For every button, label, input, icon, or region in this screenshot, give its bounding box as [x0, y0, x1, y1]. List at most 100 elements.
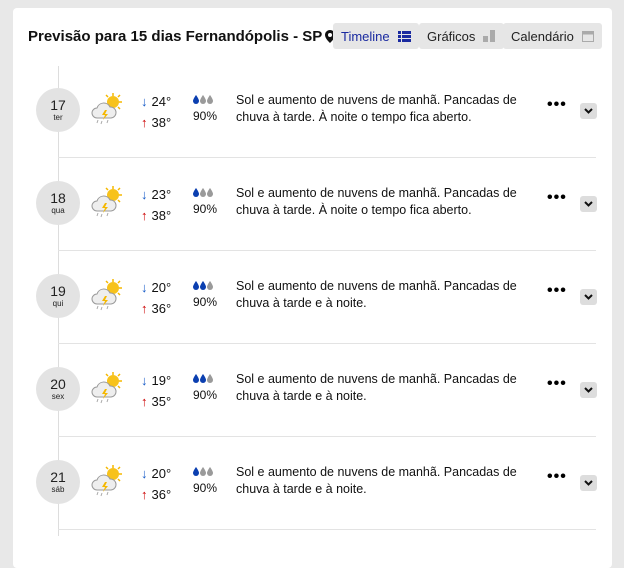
- day-row[interactable]: 20 sex ↓ 19° ↑ 35° 90% Sol e aumento de nuve…: [13, 344, 612, 437]
- rain-info: 90%: [193, 279, 217, 309]
- raindrop-icon: [193, 280, 199, 290]
- page-title: Previsão para 15 dias Fernandópolis - SP: [28, 28, 336, 45]
- more-options-icon[interactable]: •••: [547, 282, 567, 299]
- row-divider: [58, 157, 596, 158]
- chevron-down-icon: [584, 294, 593, 300]
- raindrop-icon: [200, 94, 206, 104]
- min-temp: 24°: [151, 94, 172, 109]
- more-options-icon[interactable]: •••: [547, 468, 567, 485]
- weekday: sáb: [51, 485, 65, 494]
- expand-button[interactable]: [580, 382, 597, 398]
- forecast-text: Sol e aumento de nuvens de manhã. Pancad…: [236, 93, 517, 124]
- rain-level: [193, 279, 217, 291]
- arrow-up-icon: ↑: [141, 208, 148, 223]
- raindrop-icon: [207, 94, 213, 104]
- chevron-down-icon: [584, 108, 593, 114]
- weekday: qua: [51, 206, 65, 215]
- date-badge: 20 sex: [36, 367, 80, 411]
- raindrop-icon: [200, 280, 206, 290]
- arrow-down-icon: ↓: [141, 187, 148, 202]
- weekday: ter: [53, 113, 63, 122]
- rain-percent: 90%: [193, 109, 218, 123]
- day-row[interactable]: 19 qui ↓ 20° ↑ 36° 90% Sol e aumento de nuve…: [13, 251, 612, 344]
- day-number: 17: [50, 97, 66, 113]
- raindrop-icon: [193, 466, 199, 476]
- bar-chart-icon: [483, 30, 496, 42]
- raindrop-icon: [200, 187, 206, 197]
- raindrop-icon: [207, 466, 213, 476]
- tab-graficos[interactable]: Gráficos: [419, 23, 505, 49]
- row-divider: [58, 529, 596, 530]
- temperatures: ↓ 24° ↑ 38°: [141, 91, 171, 133]
- weekday: qui: [52, 299, 64, 308]
- calendar-icon: [581, 31, 594, 42]
- rain-percent: 90%: [193, 295, 218, 309]
- raindrop-icon: [193, 373, 199, 383]
- chevron-down-icon: [584, 480, 593, 486]
- expand-button[interactable]: [580, 475, 597, 491]
- raindrop-icon: [207, 187, 213, 197]
- temperatures: ↓ 20° ↑ 36°: [141, 277, 171, 319]
- expand-button[interactable]: [580, 196, 597, 212]
- rain-info: 90%: [193, 372, 217, 402]
- arrow-up-icon: ↑: [141, 487, 148, 502]
- sun-cloud-storm-icon: [91, 278, 125, 317]
- day-row[interactable]: 18 qua ↓ 23° ↑ 38° 90% Sol e aumento de nuve…: [13, 158, 612, 251]
- rain-level: [193, 186, 217, 198]
- date-badge: 17 ter: [36, 88, 80, 132]
- arrow-down-icon: ↓: [141, 94, 148, 109]
- rain-info: 90%: [193, 465, 217, 495]
- min-temp: 23°: [151, 187, 172, 202]
- tab-timeline[interactable]: Timeline: [333, 23, 419, 49]
- list-icon: [397, 30, 411, 42]
- day-row[interactable]: 17 ter ↓ 24° ↑ 38° 90% Sol e aumento de nuve…: [13, 65, 612, 158]
- max-temp: 36°: [151, 301, 172, 316]
- arrow-up-icon: ↑: [141, 301, 148, 316]
- chevron-down-icon: [584, 201, 593, 207]
- raindrop-icon: [200, 373, 206, 383]
- raindrop-icon: [193, 187, 199, 197]
- day-row[interactable]: 21 sáb ↓ 20° ↑ 36° 90% Sol e aumento de nuve…: [13, 437, 612, 530]
- rain-percent: 90%: [193, 388, 218, 402]
- forecast-text: Sol e aumento de nuvens de manhã. Pancad…: [236, 465, 517, 496]
- min-temp: 19°: [151, 373, 172, 388]
- max-temp: 36°: [151, 487, 172, 502]
- rain-info: 90%: [193, 93, 217, 123]
- row-divider: [58, 250, 596, 251]
- expand-button[interactable]: [580, 103, 597, 119]
- more-options-icon[interactable]: •••: [547, 96, 567, 113]
- day-number: 19: [50, 283, 66, 299]
- rain-level: [193, 93, 217, 105]
- row-divider: [58, 436, 596, 437]
- max-temp: 38°: [151, 115, 172, 130]
- date-badge: 18 qua: [36, 181, 80, 225]
- raindrop-icon: [193, 94, 199, 104]
- date-badge: 19 qui: [36, 274, 80, 318]
- tab-label: Timeline: [341, 28, 390, 44]
- sun-cloud-storm-icon: [91, 92, 125, 131]
- temperatures: ↓ 19° ↑ 35°: [141, 370, 171, 412]
- day-number: 20: [50, 376, 66, 392]
- rain-level: [193, 465, 217, 477]
- tab-label: Calendário: [511, 28, 574, 44]
- min-temp: 20°: [151, 280, 172, 295]
- forecast-text: Sol e aumento de nuvens de manhã. Pancad…: [236, 372, 517, 403]
- arrow-down-icon: ↓: [141, 373, 148, 388]
- raindrop-icon: [200, 466, 206, 476]
- more-options-icon[interactable]: •••: [547, 375, 567, 392]
- forecast-card: Previsão para 15 dias Fernandópolis - SP…: [13, 8, 612, 568]
- rain-percent: 90%: [193, 202, 218, 216]
- sun-cloud-storm-icon: [91, 185, 125, 224]
- raindrop-icon: [207, 373, 213, 383]
- weekday: sex: [51, 392, 65, 401]
- sun-cloud-storm-icon: [91, 464, 125, 503]
- forecast-text: Sol e aumento de nuvens de manhã. Pancad…: [236, 279, 517, 310]
- location-pin-icon: [325, 30, 336, 43]
- date-badge: 21 sáb: [36, 460, 80, 504]
- tab-calendario[interactable]: Calendário: [503, 23, 602, 49]
- arrow-up-icon: ↑: [141, 394, 148, 409]
- expand-button[interactable]: [580, 289, 597, 305]
- chevron-down-icon: [584, 387, 593, 393]
- more-options-icon[interactable]: •••: [547, 189, 567, 206]
- temperatures: ↓ 20° ↑ 36°: [141, 463, 171, 505]
